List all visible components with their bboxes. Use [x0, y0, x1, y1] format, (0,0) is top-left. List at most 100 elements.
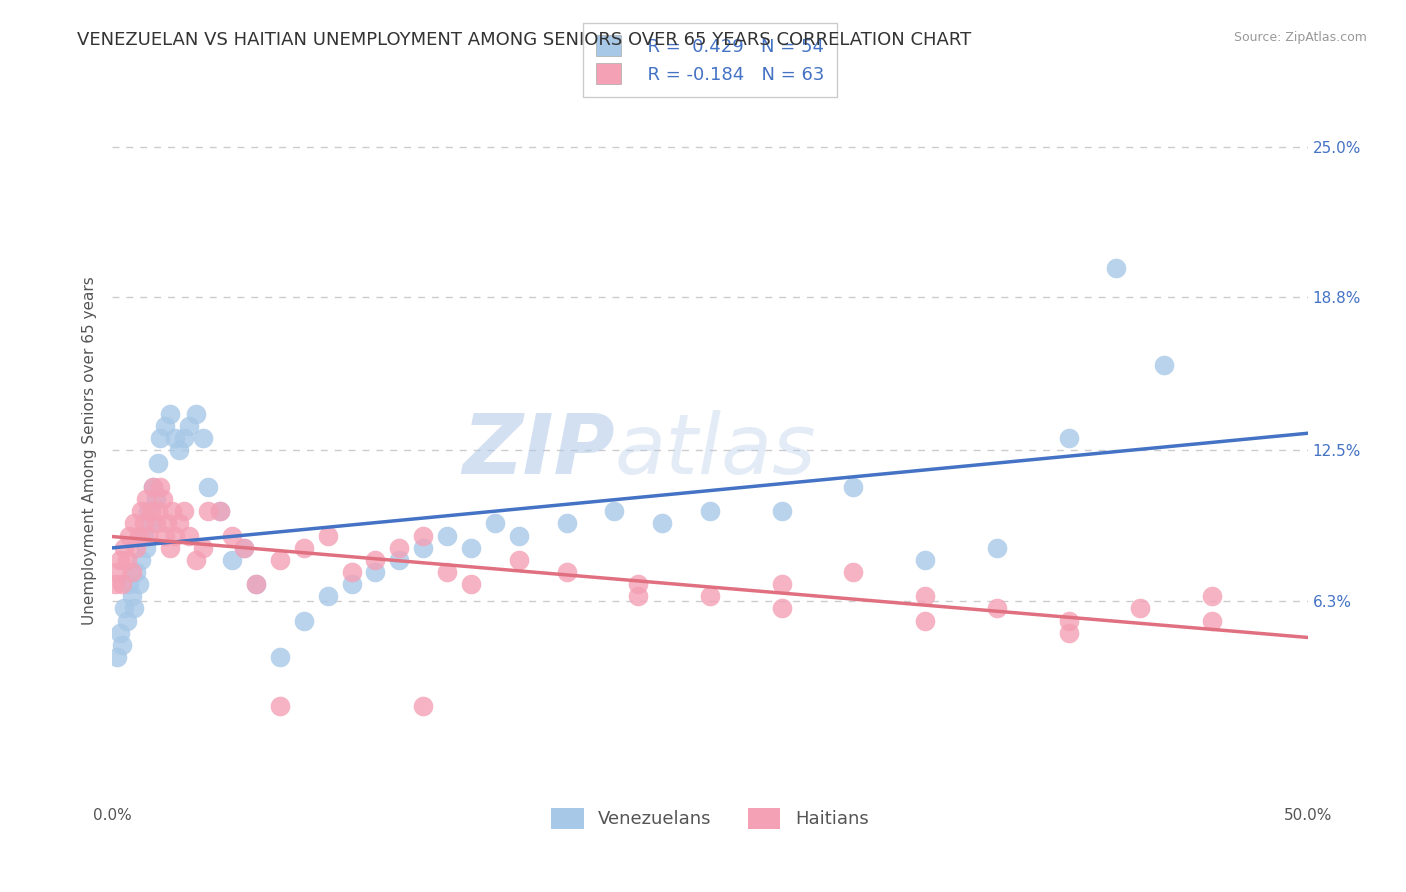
Text: VENEZUELAN VS HAITIAN UNEMPLOYMENT AMONG SENIORS OVER 65 YEARS CORRELATION CHART: VENEZUELAN VS HAITIAN UNEMPLOYMENT AMONG…: [77, 31, 972, 49]
Point: [186, 407, 208, 421]
Point: [193, 541, 215, 555]
Point: [163, 528, 186, 542]
Point: [340, 565, 363, 579]
Point: [986, 541, 1008, 555]
Point: [159, 407, 181, 421]
Point: [1105, 261, 1128, 276]
Point: [108, 625, 131, 640]
Point: [108, 553, 131, 567]
Point: [169, 443, 191, 458]
Point: [914, 589, 936, 603]
Point: [135, 541, 157, 555]
Point: [986, 601, 1008, 615]
Point: [152, 491, 174, 506]
Point: [173, 504, 195, 518]
Point: [436, 565, 458, 579]
Point: [111, 577, 134, 591]
Point: [129, 504, 152, 518]
Legend: Venezuelans, Haitians: Venezuelans, Haitians: [537, 793, 883, 843]
Point: [914, 553, 936, 567]
Point: [193, 431, 215, 445]
Point: [114, 601, 135, 615]
Point: [132, 528, 155, 542]
Point: [699, 504, 721, 518]
Point: [292, 541, 315, 555]
Point: [138, 504, 160, 518]
Point: [177, 528, 200, 542]
Point: [627, 577, 650, 591]
Point: [122, 601, 145, 615]
Point: [412, 541, 434, 555]
Point: [388, 541, 411, 555]
Point: [388, 553, 411, 567]
Point: [105, 565, 128, 579]
Point: [139, 516, 162, 531]
Point: [555, 565, 578, 579]
Point: [269, 553, 291, 567]
Point: [842, 480, 865, 494]
Point: [914, 614, 936, 628]
Point: [115, 553, 138, 567]
Point: [436, 528, 458, 542]
Point: [364, 553, 387, 567]
Point: [197, 504, 219, 518]
Point: [316, 589, 339, 603]
Point: [111, 638, 134, 652]
Point: [125, 565, 148, 579]
Point: [316, 528, 339, 542]
Point: [1057, 431, 1080, 445]
Point: [340, 577, 363, 591]
Point: [233, 541, 256, 555]
Point: [138, 528, 160, 542]
Point: [142, 480, 165, 494]
Point: [555, 516, 578, 531]
Point: [651, 516, 673, 531]
Text: Source: ZipAtlas.com: Source: ZipAtlas.com: [1233, 31, 1367, 45]
Point: [1057, 614, 1080, 628]
Point: [269, 650, 291, 665]
Point: [364, 565, 387, 579]
Point: [177, 419, 200, 434]
Point: [770, 577, 793, 591]
Point: [1057, 625, 1080, 640]
Point: [121, 589, 143, 603]
Point: [149, 431, 172, 445]
Point: [146, 456, 169, 470]
Point: [118, 528, 141, 542]
Point: [115, 614, 138, 628]
Point: [159, 541, 181, 555]
Point: [1201, 589, 1223, 603]
Point: [129, 553, 152, 567]
Point: [209, 504, 232, 518]
Point: [132, 516, 155, 531]
Point: [269, 698, 291, 713]
Point: [163, 431, 186, 445]
Point: [128, 577, 150, 591]
Point: [142, 480, 165, 494]
Point: [118, 577, 141, 591]
Point: [484, 516, 506, 531]
Point: [233, 541, 256, 555]
Point: [128, 528, 150, 542]
Point: [412, 528, 434, 542]
Point: [162, 504, 183, 518]
Point: [221, 553, 243, 567]
Point: [149, 480, 172, 494]
Point: [245, 577, 267, 591]
Point: [122, 516, 145, 531]
Point: [156, 516, 179, 531]
Point: [770, 504, 793, 518]
Point: [146, 504, 169, 518]
Text: atlas: atlas: [614, 410, 815, 491]
Point: [173, 431, 195, 445]
Point: [1153, 359, 1175, 373]
Point: [104, 577, 127, 591]
Point: [460, 541, 482, 555]
Point: [1129, 601, 1152, 615]
Point: [145, 516, 167, 531]
Point: [508, 553, 530, 567]
Point: [770, 601, 793, 615]
Point: [699, 589, 721, 603]
Text: ZIP: ZIP: [461, 410, 614, 491]
Point: [842, 565, 865, 579]
